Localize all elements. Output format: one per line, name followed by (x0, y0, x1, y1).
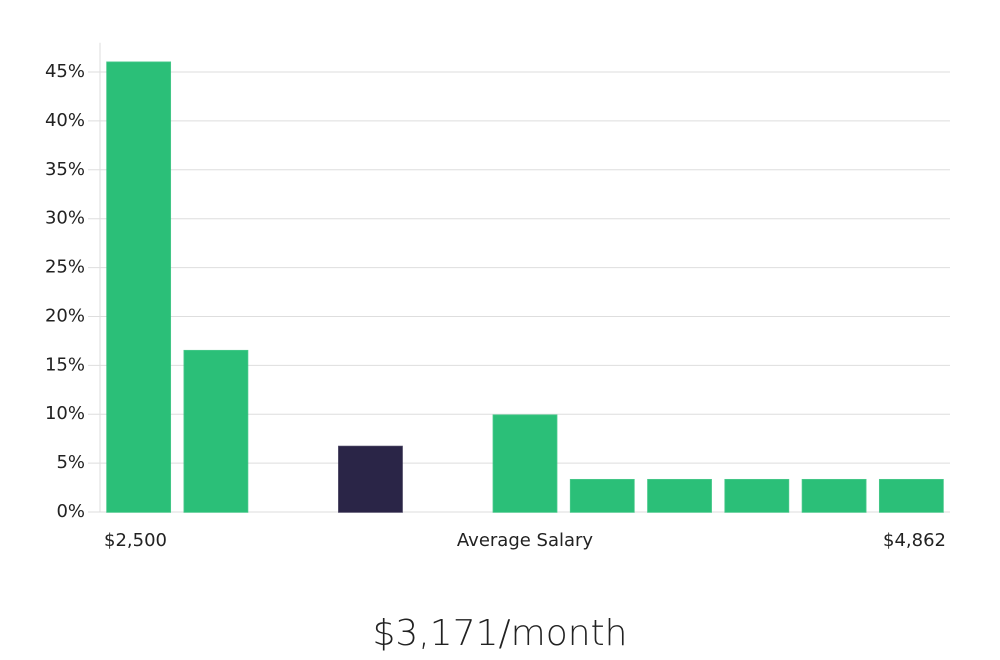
bar (338, 445, 403, 513)
y-tick-label: 25% (45, 257, 85, 278)
y-tick-label: 35% (45, 159, 85, 180)
y-tick-label: 10% (45, 403, 85, 424)
bar (647, 478, 712, 513)
bar (724, 478, 790, 513)
chart-title: $3,171/month (373, 613, 628, 654)
y-tick-label: 5% (56, 452, 85, 473)
x-tick-label: $4,862 (883, 530, 946, 551)
x-tick-label: $2,500 (104, 530, 167, 551)
x-axis-label: Average Salary (457, 530, 594, 551)
y-tick-label: 30% (45, 208, 85, 229)
bar (106, 61, 172, 513)
bar (492, 414, 558, 513)
y-tick-label: 0% (56, 501, 85, 522)
y-tick-label: 45% (45, 61, 85, 82)
bar (878, 478, 944, 513)
bar (183, 349, 249, 513)
bar (801, 478, 867, 513)
y-tick-label: 40% (45, 110, 85, 131)
y-tick-label: 20% (45, 305, 85, 326)
y-tick-label: 15% (45, 354, 85, 375)
bar (569, 478, 635, 513)
